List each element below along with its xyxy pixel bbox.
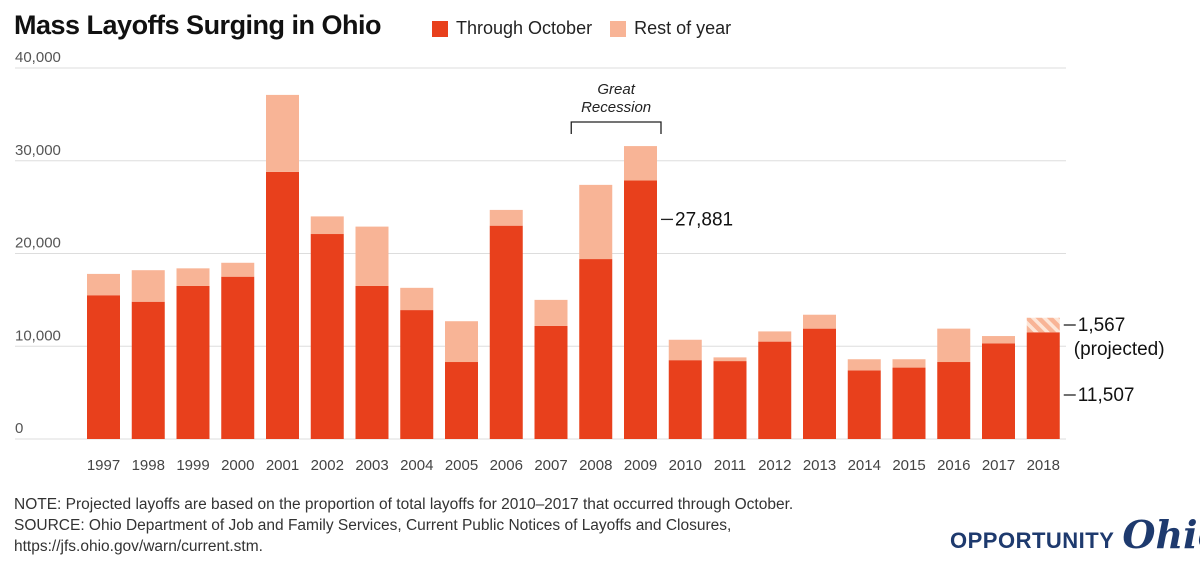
bar-through-october — [937, 362, 971, 439]
logo-script: Ohio — [1122, 512, 1200, 557]
bar-rest-of-year — [310, 216, 344, 235]
bar-rest-of-year — [489, 209, 523, 226]
y-tick-label: 10,000 — [15, 327, 61, 344]
bar-rest-of-year — [982, 336, 1015, 344]
recession-label: Recession — [581, 99, 651, 116]
bar-rest-of-year — [803, 314, 836, 329]
x-tick-label: 2003 — [355, 457, 388, 474]
bar-rest-of-year — [221, 262, 255, 277]
x-tick-label: 1998 — [132, 457, 165, 474]
x-tick-label: 2012 — [758, 457, 791, 474]
bar-rest-of-year — [355, 226, 389, 286]
x-tick-label: 2010 — [669, 457, 702, 474]
bar-rest-of-year — [713, 357, 747, 362]
recession-label: Great — [597, 81, 635, 98]
legend-label-rest-of-year: Rest of year — [634, 18, 732, 38]
bar-through-october — [400, 310, 434, 439]
x-tick-label: 2018 — [1027, 457, 1060, 474]
footnote-note: NOTE: Projected layoffs are based on the… — [14, 496, 794, 513]
bar-rest-of-year — [624, 146, 657, 181]
bar-through-october — [892, 367, 926, 439]
bar-through-october — [131, 301, 165, 439]
bar-rest-of-year — [579, 184, 613, 260]
bar-through-october — [624, 180, 657, 439]
bar-rest-of-year — [937, 328, 971, 363]
bar-through-october — [266, 171, 299, 439]
x-tick-label: 2002 — [311, 457, 344, 474]
footnote-source: SOURCE: Ohio Department of Job and Famil… — [14, 517, 732, 534]
recession-bracket — [570, 121, 662, 134]
legend-item-through-october: Through October — [432, 18, 592, 39]
bar-through-october — [668, 360, 702, 439]
bar-through-october — [579, 259, 613, 439]
bar-rest-of-year — [400, 287, 434, 311]
bar-through-october — [982, 343, 1015, 439]
bar-rest-of-year — [87, 273, 120, 296]
legend-swatch-through-october — [432, 20, 448, 37]
bar-chart: 0 10,000 20,000 30,000 40,000 1997 1998 1999 200… — [15, 49, 1165, 474]
x-tick-label: 2006 — [490, 457, 523, 474]
bar-through-october — [713, 361, 747, 439]
legend: Through October Rest of year — [432, 18, 749, 39]
bar-rest-of-year-projected — [1026, 317, 1060, 333]
x-tick-label: 2008 — [579, 457, 612, 474]
bar-rest-of-year — [668, 339, 702, 361]
value-label-2009: 27,881 — [675, 209, 733, 230]
footnote: NOTE: Projected layoffs are based on the… — [14, 494, 793, 557]
bar-through-october — [803, 328, 836, 439]
bar-through-october — [489, 225, 523, 439]
x-tick-label: 2005 — [445, 457, 478, 474]
x-tick-label: 1999 — [176, 457, 209, 474]
y-tick-label: 0 — [15, 420, 23, 437]
bar-through-october — [87, 295, 120, 439]
legend-item-rest-of-year: Rest of year — [610, 18, 731, 39]
bar-through-october — [847, 370, 881, 439]
x-tick-label: 2001 — [266, 457, 299, 474]
value-label-2018-projected-note: (projected) — [1074, 339, 1165, 360]
opportunity-ohio-logo: OPPORTUNITY Ohio — [950, 512, 1200, 557]
bar-through-october — [1026, 332, 1060, 439]
x-tick-label: 2009 — [624, 457, 657, 474]
bar-rest-of-year — [758, 331, 792, 342]
x-tick-label: 2007 — [534, 457, 567, 474]
bar-through-october — [221, 276, 255, 439]
x-tick-label: 2014 — [848, 457, 881, 474]
x-tick-label: 2016 — [937, 457, 970, 474]
y-tick-label: 20,000 — [15, 235, 61, 252]
value-label-2018-projected: 1,567 — [1078, 315, 1126, 336]
bar-rest-of-year — [534, 299, 568, 326]
y-tick-label: 30,000 — [15, 142, 61, 159]
x-tick-label: 1997 — [87, 457, 120, 474]
legend-swatch-rest-of-year — [610, 20, 627, 37]
bar-rest-of-year — [266, 94, 299, 172]
x-tick-label: 2015 — [892, 457, 925, 474]
footnote-source-url: https://jfs.ohio.gov/warn/current.stm. — [14, 538, 263, 555]
x-tick-label: 2017 — [982, 457, 1015, 474]
value-label-2018-october: 11,507 — [1078, 385, 1135, 406]
x-tick-label: 2004 — [400, 457, 433, 474]
bar-rest-of-year — [176, 268, 210, 286]
bar-through-october — [310, 234, 344, 439]
x-tick-label: 2013 — [803, 457, 836, 474]
bar-through-october — [534, 325, 568, 439]
x-tick-label: 2000 — [221, 457, 254, 474]
bar-through-october — [758, 341, 792, 439]
y-tick-label: 40,000 — [15, 49, 61, 66]
chart-title: Mass Layoffs Surging in Ohio — [14, 10, 382, 40]
bar-rest-of-year — [847, 359, 881, 371]
bar-through-october — [355, 285, 389, 439]
bar-through-october — [176, 285, 210, 439]
logo-text: OPPORTUNITY — [950, 528, 1115, 553]
bar-rest-of-year — [445, 321, 478, 363]
bar-rest-of-year — [892, 359, 926, 368]
legend-label-through-october: Through October — [456, 18, 593, 38]
x-tick-label: 2011 — [714, 457, 746, 474]
bar-rest-of-year — [131, 270, 165, 302]
bar-through-october — [445, 362, 478, 439]
